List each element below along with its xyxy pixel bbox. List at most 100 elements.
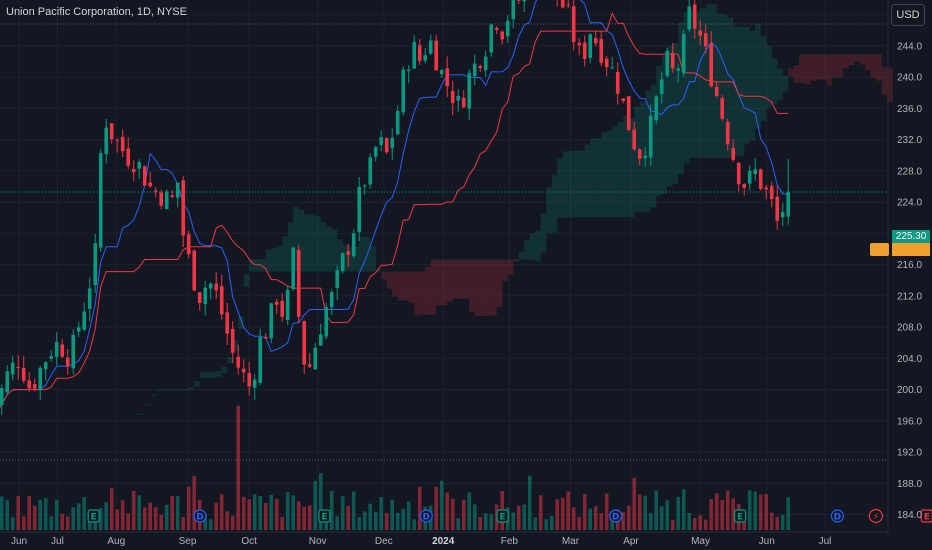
event-marker[interactable]: E bbox=[87, 509, 100, 523]
cloud-segment bbox=[496, 259, 503, 308]
volume-bar bbox=[186, 486, 191, 530]
cloud-segment bbox=[617, 122, 624, 218]
price-tick-label: 196.0 bbox=[897, 416, 922, 427]
cloud-segment bbox=[887, 68, 893, 103]
earnings-marker[interactable] bbox=[734, 509, 747, 523]
price-tick-label: 184.0 bbox=[897, 510, 922, 521]
cloud-segment bbox=[441, 259, 448, 306]
earnings-marker[interactable] bbox=[496, 509, 509, 523]
earnings-marker[interactable] bbox=[920, 509, 932, 523]
event-marker[interactable]: E bbox=[734, 509, 747, 523]
event-marker[interactable]: D bbox=[609, 509, 623, 523]
event-marker[interactable]: D bbox=[193, 509, 207, 523]
volume-bar bbox=[104, 502, 109, 530]
cloud-segment bbox=[293, 206, 299, 272]
price-tick-label: 236.0 bbox=[897, 104, 922, 115]
candle-body bbox=[461, 97, 466, 108]
volume-bar bbox=[43, 498, 48, 530]
time-tick-label: Oct bbox=[241, 536, 257, 547]
candle-body bbox=[395, 110, 400, 135]
currency-button[interactable]: USD bbox=[891, 4, 925, 26]
dividend-marker[interactable] bbox=[419, 509, 433, 523]
event-marker[interactable]: ⚡ bbox=[868, 508, 883, 524]
cloud-segment bbox=[331, 229, 338, 272]
price-axis[interactable]: 184.0 188.0 192.0 196.0 200.0 204.0 208.0 212.0… bbox=[887, 0, 922, 532]
cloud-segment bbox=[722, 14, 728, 158]
candle-body bbox=[643, 155, 648, 159]
cloud-segment bbox=[573, 150, 580, 218]
volume-bar bbox=[731, 498, 736, 530]
volume-bar bbox=[313, 480, 318, 530]
candle-body bbox=[401, 69, 406, 113]
volume-bar bbox=[225, 511, 230, 530]
cloud-segment bbox=[414, 271, 420, 316]
dividend-marker[interactable] bbox=[830, 509, 845, 523]
volume-bar bbox=[252, 494, 257, 530]
event-marker[interactable]: E bbox=[318, 509, 331, 523]
volume-bar bbox=[692, 517, 697, 530]
earnings-marker[interactable] bbox=[318, 509, 331, 523]
cloud-segment bbox=[766, 45, 772, 108]
cloud-segment bbox=[837, 54, 844, 78]
candle-body bbox=[351, 233, 356, 257]
event-marker-label: ⚡ bbox=[873, 513, 879, 523]
candle-body bbox=[511, 0, 516, 20]
volume-bar bbox=[390, 499, 395, 530]
candle-body bbox=[648, 115, 653, 158]
candle-body bbox=[434, 40, 439, 71]
volume-bar bbox=[522, 504, 527, 530]
volume-bar bbox=[472, 504, 477, 530]
event-markers[interactable]: E D E D E D E D ⚡ E bbox=[87, 508, 932, 524]
cloud-segment bbox=[139, 413, 145, 415]
candle-body bbox=[285, 289, 290, 320]
candle-body bbox=[725, 121, 730, 145]
event-marker[interactable]: D bbox=[830, 509, 845, 523]
cloud-segment bbox=[144, 404, 151, 406]
price-tick-label: 232.0 bbox=[897, 135, 922, 146]
earnings-marker[interactable] bbox=[87, 509, 100, 523]
cloud-segment bbox=[210, 372, 217, 379]
volume-bar bbox=[109, 488, 114, 530]
volume-bar bbox=[401, 508, 406, 530]
time-tick-label: Mar bbox=[562, 536, 580, 547]
cloud-segment bbox=[276, 245, 283, 272]
symbol-legend[interactable]: Union Pacific Corporation, 1D, NYSE bbox=[6, 6, 187, 18]
event-marker[interactable]: E bbox=[920, 509, 932, 523]
volume-bar bbox=[665, 500, 670, 530]
cloud-segment bbox=[705, 4, 712, 158]
cloud-segment bbox=[562, 151, 569, 218]
candle-body bbox=[21, 367, 26, 381]
event-marker[interactable]: D bbox=[419, 509, 433, 523]
cloud-segment bbox=[535, 230, 541, 262]
cloud-segment bbox=[524, 240, 530, 260]
candle-body bbox=[500, 31, 505, 40]
volume-bar bbox=[49, 515, 54, 530]
candle-body bbox=[489, 24, 494, 53]
time-tick-label: Apr bbox=[623, 536, 639, 547]
volume-bar bbox=[632, 477, 637, 530]
volume-bar bbox=[27, 495, 32, 530]
candle-body bbox=[742, 184, 747, 188]
candle-body bbox=[104, 127, 109, 155]
candle-body bbox=[676, 68, 681, 71]
dividend-marker[interactable] bbox=[193, 509, 207, 523]
volume-bar bbox=[159, 514, 164, 530]
cloud-segment bbox=[232, 340, 239, 351]
event-marker[interactable]: E bbox=[496, 509, 509, 523]
cloud-segment bbox=[326, 226, 332, 272]
price-tick-label: 224.0 bbox=[897, 198, 922, 209]
cloud-segment bbox=[183, 389, 189, 391]
cloud-segment bbox=[557, 158, 563, 218]
time-axis[interactable]: Jun Jul Aug Sep Oct Nov Dec 2024 Feb Mar Apr May Jun… bbox=[0, 531, 888, 547]
candle-body bbox=[175, 182, 180, 198]
chart-grid bbox=[0, 0, 888, 532]
time-tick-label: Jun bbox=[759, 536, 775, 547]
candle-body bbox=[340, 253, 345, 272]
split-marker[interactable] bbox=[868, 508, 883, 524]
candle-body bbox=[115, 139, 120, 141]
candle-body bbox=[632, 129, 637, 150]
volume-bar bbox=[593, 506, 598, 530]
cloud-segment bbox=[865, 54, 871, 71]
dividend-marker[interactable] bbox=[609, 509, 623, 523]
